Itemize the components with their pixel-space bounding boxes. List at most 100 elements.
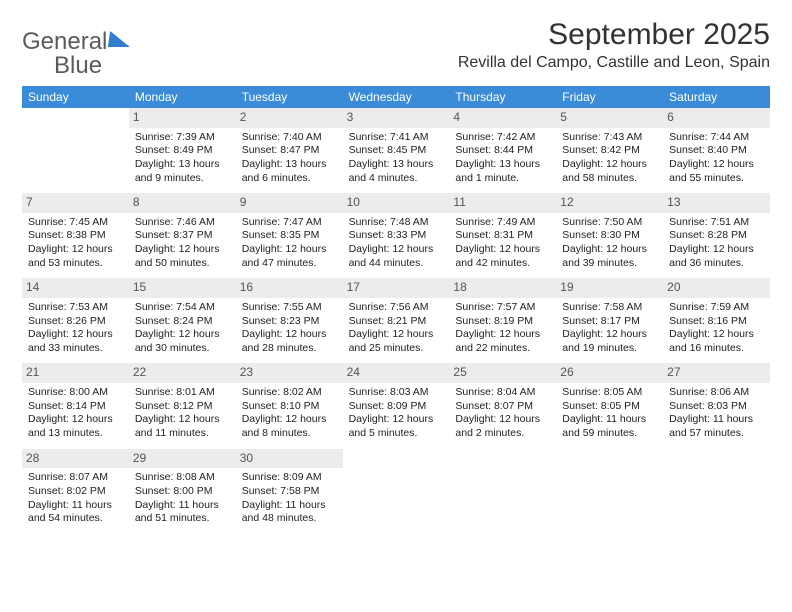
day-info: Sunrise: 7:44 AMSunset: 8:40 PMDaylight:… [669,131,764,186]
month-title: September 2025 [458,18,770,52]
sunset-line: Sunset: 8:16 PM [669,315,764,329]
calendar-day-cell: 20Sunrise: 7:59 AMSunset: 8:16 PMDayligh… [663,278,770,363]
calendar-day-cell: 17Sunrise: 7:56 AMSunset: 8:21 PMDayligh… [343,278,450,363]
daylight-line: Daylight: 12 hours and 5 minutes. [349,413,444,440]
sunset-line: Sunset: 8:14 PM [28,400,123,414]
daylight-line: Daylight: 12 hours and 36 minutes. [669,243,764,270]
day-info: Sunrise: 7:48 AMSunset: 8:33 PMDaylight:… [349,216,444,271]
sunset-line: Sunset: 8:33 PM [349,229,444,243]
sunset-line: Sunset: 8:47 PM [242,144,337,158]
sunrise-line: Sunrise: 7:43 AM [562,131,657,145]
weekday-header: Friday [556,86,663,108]
day-number: 13 [663,193,770,213]
sunrise-line: Sunrise: 7:45 AM [28,216,123,230]
calendar-day-cell: 13 Sunrise: 7:51 AMSunset: 8:28 PMDayligh… [663,193,770,278]
daylight-line: Daylight: 12 hours and 11 minutes. [135,413,230,440]
daylight-line: Daylight: 12 hours and 42 minutes. [455,243,550,270]
day-info: Sunrise: 7:56 AMSunset: 8:21 PMDaylight:… [349,301,444,356]
sunrise-line: Sunrise: 8:05 AM [562,386,657,400]
sunset-line: Sunset: 8:37 PM [135,229,230,243]
sunset-line: Sunset: 8:09 PM [349,400,444,414]
daylight-line: Daylight: 12 hours and 13 minutes. [28,413,123,440]
logo: General Blue [22,18,131,78]
day-number: 30 [236,449,343,469]
day-info: Sunrise: 7:45 AMSunset: 8:38 PMDaylight:… [28,216,123,271]
calendar-day-cell: 5Sunrise: 7:43 AMSunset: 8:42 PMDaylight… [556,108,663,193]
sunset-line: Sunset: 8:05 PM [562,400,657,414]
weekday-header: Tuesday [236,86,343,108]
sunrise-line: Sunrise: 7:44 AM [669,131,764,145]
day-number: 23 [236,363,343,383]
daylight-line: Daylight: 12 hours and 50 minutes. [135,243,230,270]
sunset-line: Sunset: 8:26 PM [28,315,123,329]
daylight-line: Daylight: 13 hours and 9 minutes. [135,158,230,185]
daylight-line: Daylight: 12 hours and 25 minutes. [349,328,444,355]
daylight-line: Daylight: 12 hours and 30 minutes. [135,328,230,355]
day-info: Sunrise: 7:51 AMSunset: 8:28 PMDaylight:… [669,216,764,271]
day-number: 25 [449,363,556,383]
sunset-line: Sunset: 8:45 PM [349,144,444,158]
weekday-header: Monday [129,86,236,108]
calendar-day-cell: 25Sunrise: 8:04 AMSunset: 8:07 PMDayligh… [449,363,556,448]
day-number: 22 [129,363,236,383]
daylight-line: Daylight: 11 hours and 48 minutes. [242,499,337,526]
calendar-day-cell: 18Sunrise: 7:57 AMSunset: 8:19 PMDayligh… [449,278,556,363]
daylight-line: Daylight: 12 hours and 28 minutes. [242,328,337,355]
calendar-day-cell: 27Sunrise: 8:06 AMSunset: 8:03 PMDayligh… [663,363,770,448]
day-info: Sunrise: 7:47 AMSunset: 8:35 PMDaylight:… [242,216,337,271]
day-info: Sunrise: 8:02 AMSunset: 8:10 PMDaylight:… [242,386,337,441]
sunrise-line: Sunrise: 8:09 AM [242,471,337,485]
weekday-header: Sunday [22,86,129,108]
daylight-line: Daylight: 11 hours and 57 minutes. [669,413,764,440]
day-number: 5 [556,108,663,128]
daylight-line: Daylight: 12 hours and 2 minutes. [455,413,550,440]
sunrise-line: Sunrise: 7:55 AM [242,301,337,315]
sunset-line: Sunset: 8:17 PM [562,315,657,329]
sunset-line: Sunset: 8:30 PM [562,229,657,243]
day-number: 12 [556,193,663,213]
day-info: Sunrise: 7:42 AMSunset: 8:44 PMDaylight:… [455,131,550,186]
sunrise-line: Sunrise: 7:58 AM [562,301,657,315]
sunrise-line: Sunrise: 7:46 AM [135,216,230,230]
day-number: 20 [663,278,770,298]
sunset-line: Sunset: 8:44 PM [455,144,550,158]
sunrise-line: Sunrise: 7:39 AM [135,131,230,145]
weekday-header: Thursday [449,86,556,108]
sunrise-line: Sunrise: 8:04 AM [455,386,550,400]
sunset-line: Sunset: 8:24 PM [135,315,230,329]
logo-word1: General [22,28,107,55]
daylight-line: Daylight: 11 hours and 59 minutes. [562,413,657,440]
day-info: Sunrise: 7:39 AMSunset: 8:49 PMDaylight:… [135,131,230,186]
calendar-day-cell: 29Sunrise: 8:08 AMSunset: 8:00 PMDayligh… [129,449,236,534]
sunset-line: Sunset: 8:02 PM [28,485,123,499]
sunrise-line: Sunrise: 8:08 AM [135,471,230,485]
sunrise-line: Sunrise: 7:59 AM [669,301,764,315]
day-number: 27 [663,363,770,383]
daylight-line: Daylight: 12 hours and 22 minutes. [455,328,550,355]
sunset-line: Sunset: 8:23 PM [242,315,337,329]
sunset-line: Sunset: 8:31 PM [455,229,550,243]
sunrise-line: Sunrise: 8:02 AM [242,386,337,400]
sunset-line: Sunset: 8:35 PM [242,229,337,243]
day-info: Sunrise: 7:58 AMSunset: 8:17 PMDaylight:… [562,301,657,356]
sunrise-line: Sunrise: 7:49 AM [455,216,550,230]
daylight-line: Daylight: 13 hours and 6 minutes. [242,158,337,185]
logo-word2: Blue [22,52,102,79]
day-number: 19 [556,278,663,298]
day-number: 1 [129,108,236,128]
day-info: Sunrise: 8:03 AMSunset: 8:09 PMDaylight:… [349,386,444,441]
calendar-day-cell: 6Sunrise: 7:44 AMSunset: 8:40 PMDaylight… [663,108,770,193]
calendar-day-cell: 2Sunrise: 7:40 AMSunset: 8:47 PMDaylight… [236,108,343,193]
calendar-day-cell: 22Sunrise: 8:01 AMSunset: 8:12 PMDayligh… [129,363,236,448]
daylight-line: Daylight: 12 hours and 33 minutes. [28,328,123,355]
sunrise-line: Sunrise: 7:51 AM [669,216,764,230]
weekday-header: Wednesday [343,86,450,108]
day-info: Sunrise: 7:54 AMSunset: 8:24 PMDaylight:… [135,301,230,356]
day-number: 26 [556,363,663,383]
calendar-day-cell: 9Sunrise: 7:47 AMSunset: 8:35 PMDaylight… [236,193,343,278]
sunrise-line: Sunrise: 8:07 AM [28,471,123,485]
sunset-line: Sunset: 8:00 PM [135,485,230,499]
calendar-day-cell: 16Sunrise: 7:55 AMSunset: 8:23 PMDayligh… [236,278,343,363]
day-info: Sunrise: 7:46 AMSunset: 8:37 PMDaylight:… [135,216,230,271]
calendar-day-cell: 30Sunrise: 8:09 AMSunset: 7:58 PMDayligh… [236,449,343,534]
